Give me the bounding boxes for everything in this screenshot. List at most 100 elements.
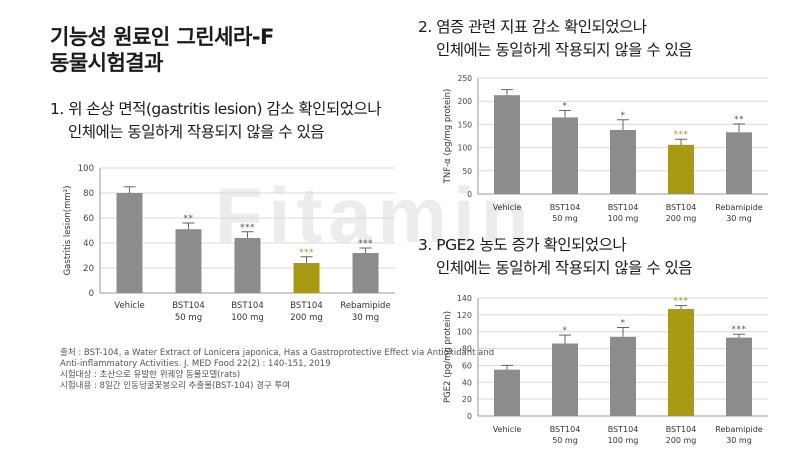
significance-label: *	[563, 326, 568, 336]
error-bar	[501, 89, 513, 96]
significance-label: ***	[240, 223, 255, 233]
footnote-line2: Anti-inflammatory Activities. J. MED Foo…	[60, 359, 331, 369]
y-tick-label: 40	[83, 239, 94, 249]
bar	[494, 95, 520, 194]
error-bar	[733, 333, 745, 338]
significance-label: ***	[732, 325, 747, 335]
error-bar	[123, 186, 136, 193]
y-tick-label: 0	[89, 289, 94, 299]
error-bar	[675, 138, 687, 145]
section-title-1-line1: 1. 위 손상 면적(gastritis lesion) 감소 확인되었으나	[50, 100, 382, 118]
y-tick-label: 40	[462, 378, 472, 387]
y-tick-label: 100	[457, 328, 472, 337]
x-tick-sublabel: 30 mg	[352, 313, 379, 323]
y-axis-label: PGE2 (pg/mg protein)	[443, 311, 453, 403]
x-tick-label: BST104	[608, 425, 639, 434]
error-bar	[241, 231, 254, 238]
x-tick-sublabel: 200 mg	[666, 436, 697, 445]
significance-label: ***	[674, 297, 689, 307]
x-tick-label: Rebamipide	[715, 203, 762, 212]
x-tick-label: Vehicle	[114, 301, 144, 311]
x-tick-sublabel: 50 mg	[552, 214, 578, 223]
bar	[352, 253, 379, 293]
significance-label: *	[621, 319, 626, 329]
significance-label: *	[563, 101, 568, 111]
significance-label: **	[734, 115, 744, 125]
bar	[668, 144, 694, 194]
section-title-1-line2: 인체에는 동일하게 작용되지 않을 수 있음	[68, 123, 325, 141]
section-title-2-line1: 2. 염증 관련 지표 감소 확인되었으나	[418, 18, 647, 36]
bar	[726, 337, 752, 416]
y-tick-label: 60	[83, 214, 94, 224]
bar	[234, 238, 261, 293]
y-tick-label: 0	[467, 412, 472, 421]
y-tick-label: 100	[78, 164, 94, 174]
x-tick-label: BST104	[550, 203, 581, 212]
page-title: 기능성 원료인 그린세라-F 동물시험결과	[50, 24, 274, 76]
y-tick-label: 80	[462, 345, 472, 354]
chart-pge2: 0 20 40 60 80 100 120 140 PGE2 (pg/mg protein) Ve…	[440, 290, 780, 450]
significance-label: ***	[358, 239, 373, 249]
x-tick-label: Rebamipide	[340, 301, 390, 311]
y-tick-label: 0	[467, 190, 472, 199]
significance-label: **	[184, 214, 194, 224]
footnote-line3: 시험대상 : 초산으로 유발한 위궤양 동물모델(rats)	[60, 370, 241, 380]
y-tick-label: 20	[462, 395, 472, 404]
bar	[552, 343, 578, 416]
x-tick-label: BST104	[666, 203, 697, 212]
x-tick-sublabel: 30 mg	[726, 436, 752, 445]
error-bar	[559, 109, 571, 118]
x-tick-label: Vehicle	[493, 203, 522, 212]
bar	[116, 193, 143, 293]
x-tick-label: BST104	[550, 425, 581, 434]
bar	[494, 369, 520, 416]
significance-label: *	[621, 111, 626, 121]
section-title-2: 2. 염증 관련 지표 감소 확인되었으나 인체에는 동일하게 작용되지 않을 …	[418, 16, 693, 62]
x-tick-label: BST104	[608, 203, 639, 212]
x-tick-label: BST104	[666, 425, 697, 434]
x-tick-label: Rebamipide	[715, 425, 762, 434]
error-bar	[675, 305, 687, 309]
x-tick-label: BST104	[290, 301, 323, 311]
y-tick-label: 20	[83, 264, 94, 274]
x-tick-label: Vehicle	[493, 425, 522, 434]
y-tick-label: 100	[458, 144, 473, 153]
y-tick-label: 200	[458, 97, 473, 106]
error-bar	[501, 364, 513, 370]
y-axis-label: TNF-α (pg/mg protein)	[443, 89, 453, 185]
y-tick-label: 150	[458, 120, 473, 129]
page-title-line2: 동물시험결과	[50, 51, 163, 75]
x-tick-sublabel: 200 mg	[290, 313, 323, 323]
x-tick-label: BST104	[172, 301, 205, 311]
footnote-line4: 시험내용 : 8일간 인동덩굴꽃봉오리 추출물(BST-104) 경구 투여	[60, 381, 291, 391]
page-title-line1: 기능성 원료인 그린세라-F	[50, 25, 274, 49]
watermark: Fitamin	[215, 171, 535, 259]
bar	[175, 229, 202, 293]
footnote: 출처 : BST-104, a Water Extract of Lonicer…	[60, 348, 495, 392]
bar	[668, 308, 694, 416]
error-bar	[733, 123, 745, 133]
section-title-3-line1: 3. PGE2 농도 증가 확인되었으나	[418, 236, 627, 254]
chart-tnf: 0 50 100 150 200 250 TNF-α (pg/mg protein) Vehi…	[440, 72, 780, 230]
x-tick-sublabel: 100 mg	[608, 436, 639, 445]
y-tick-label: 50	[462, 167, 472, 176]
x-tick-sublabel: 30 mg	[726, 214, 752, 223]
significance-label: ***	[299, 248, 314, 258]
y-axis-label: Gastritis lesion(mm²)	[63, 186, 73, 276]
error-bar	[559, 334, 571, 344]
y-tick-label: 60	[462, 361, 472, 370]
y-tick-label: 250	[458, 74, 473, 83]
section-title-2-line2: 인체에는 동일하게 작용되지 않을 수 있음	[436, 41, 693, 59]
y-tick-label: 80	[83, 189, 94, 199]
error-bar	[300, 256, 313, 263]
bar	[293, 263, 320, 293]
chart-gastritis: 0 20 40 60 80 100 Gastritis lesion(mm²) Vehicle…	[60, 160, 410, 330]
footnote-line1: 출처 : BST-104, a Water Extract of Lonicer…	[60, 348, 495, 358]
x-tick-sublabel: 100 mg	[608, 214, 639, 223]
chart-tnf-svg: 0 50 100 150 200 250 TNF-α (pg/mg protein) Vehi…	[443, 74, 768, 223]
error-bar	[617, 119, 629, 130]
section-title-3: 3. PGE2 농도 증가 확인되었으나 인체에는 동일하게 작용되지 않을 수…	[418, 234, 693, 280]
bar	[726, 132, 752, 194]
section-title-3-line2: 인체에는 동일하게 작용되지 않을 수 있음	[436, 259, 693, 277]
y-tick-label: 140	[457, 294, 472, 303]
